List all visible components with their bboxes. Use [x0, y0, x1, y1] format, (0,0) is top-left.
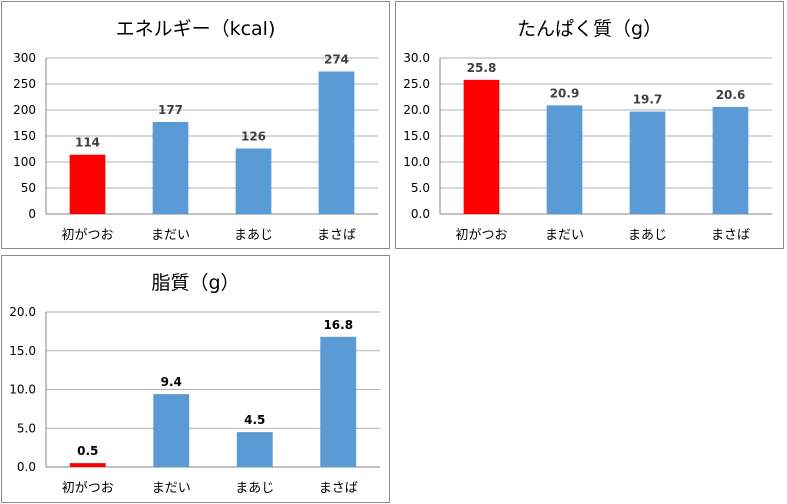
y-tick-label: 0: [28, 207, 36, 221]
data-label: 177: [158, 103, 183, 117]
bar: [235, 148, 272, 214]
fat-chart: 0.0 5.0 10.0 15.0 20.0 0.5 初がつお 9.4 まだい 4.5 まあじ 16.…: [9, 305, 380, 496]
energy-chart-panel: エネルギー（kcal) 0 50 100 150 200 250 300 114 初がつお 177…: [1, 1, 390, 249]
energy-chart: 0 50 100 150 200 250 300 114 初がつお 177 まだい 126 まあじ 274…: [13, 51, 378, 243]
bar: [546, 105, 583, 214]
x-tick-label: 初がつお: [455, 228, 507, 243]
bar: [320, 336, 357, 467]
bar: [69, 154, 106, 214]
bar: [712, 106, 749, 214]
x-tick-label: まさば: [317, 228, 356, 243]
data-label: 19.7: [633, 93, 663, 107]
x-tick-label: 初がつお: [61, 228, 113, 243]
bar: [318, 71, 355, 215]
data-label: 9.4: [161, 375, 182, 389]
x-tick-label: 初がつお: [62, 481, 114, 496]
y-tick-label: 100: [13, 155, 36, 169]
chart-title: たんぱく質（g）: [516, 18, 663, 40]
data-label: 126: [241, 129, 266, 143]
x-tick-label: まあじ: [628, 228, 667, 243]
y-tick-label: 150: [13, 129, 36, 143]
data-label: 20.9: [550, 86, 580, 100]
y-tick-label: 10.0: [403, 155, 430, 169]
y-tick-label: 25.0: [403, 77, 430, 91]
y-tick-label: 20.0: [403, 103, 430, 117]
bar: [152, 121, 189, 214]
fat-chart-panel: 脂質（g） 0.0 5.0 10.0 15.0 20.0 0.5 初がつお 9.4 まだい 4.5…: [1, 255, 390, 503]
data-label: 25.8: [467, 61, 497, 75]
data-label: 274: [324, 53, 349, 67]
x-tick-label: まだい: [151, 228, 190, 243]
x-tick-label: まだい: [545, 228, 584, 243]
y-tick-label: 250: [13, 77, 36, 91]
bar: [69, 463, 106, 467]
x-tick-label: まさば: [711, 228, 750, 243]
x-tick-label: まさば: [319, 481, 358, 496]
y-tick-label: 20.0: [9, 305, 36, 319]
data-label: 4.5: [244, 413, 265, 427]
protein-chart: 0.0 5.0 10.0 15.0 20.0 25.0 30.0 25.8 初がつお 20.9 まだ…: [403, 51, 772, 243]
y-tick-label: 10.0: [9, 383, 36, 397]
chart-title: エネルギー（kcal): [115, 18, 276, 40]
data-label: 114: [75, 136, 100, 150]
bar: [236, 432, 273, 467]
chart-title: 脂質（g）: [151, 272, 240, 294]
x-tick-label: まあじ: [234, 228, 273, 243]
x-tick-label: まあじ: [235, 481, 274, 496]
bar: [463, 79, 500, 214]
y-tick-label: 0.0: [411, 207, 430, 221]
bar: [153, 394, 190, 467]
protein-chart-panel: たんぱく質（g） 0.0 5.0 10.0 15.0 20.0 25.0 30.0 25.8 初…: [395, 1, 784, 249]
bar: [629, 111, 666, 214]
x-tick-label: まだい: [152, 481, 191, 496]
y-tick-label: 5.0: [17, 421, 36, 435]
y-tick-label: 50: [21, 181, 36, 195]
data-label: 20.6: [716, 88, 746, 102]
y-tick-label: 15.0: [9, 344, 36, 358]
y-tick-label: 30.0: [403, 51, 430, 65]
y-tick-label: 200: [13, 103, 36, 117]
data-label: 0.5: [77, 444, 98, 458]
y-tick-label: 5.0: [411, 181, 430, 195]
y-tick-label: 0.0: [17, 460, 36, 474]
data-label: 16.8: [323, 318, 353, 332]
y-tick-label: 300: [13, 51, 36, 65]
y-tick-label: 15.0: [403, 129, 430, 143]
